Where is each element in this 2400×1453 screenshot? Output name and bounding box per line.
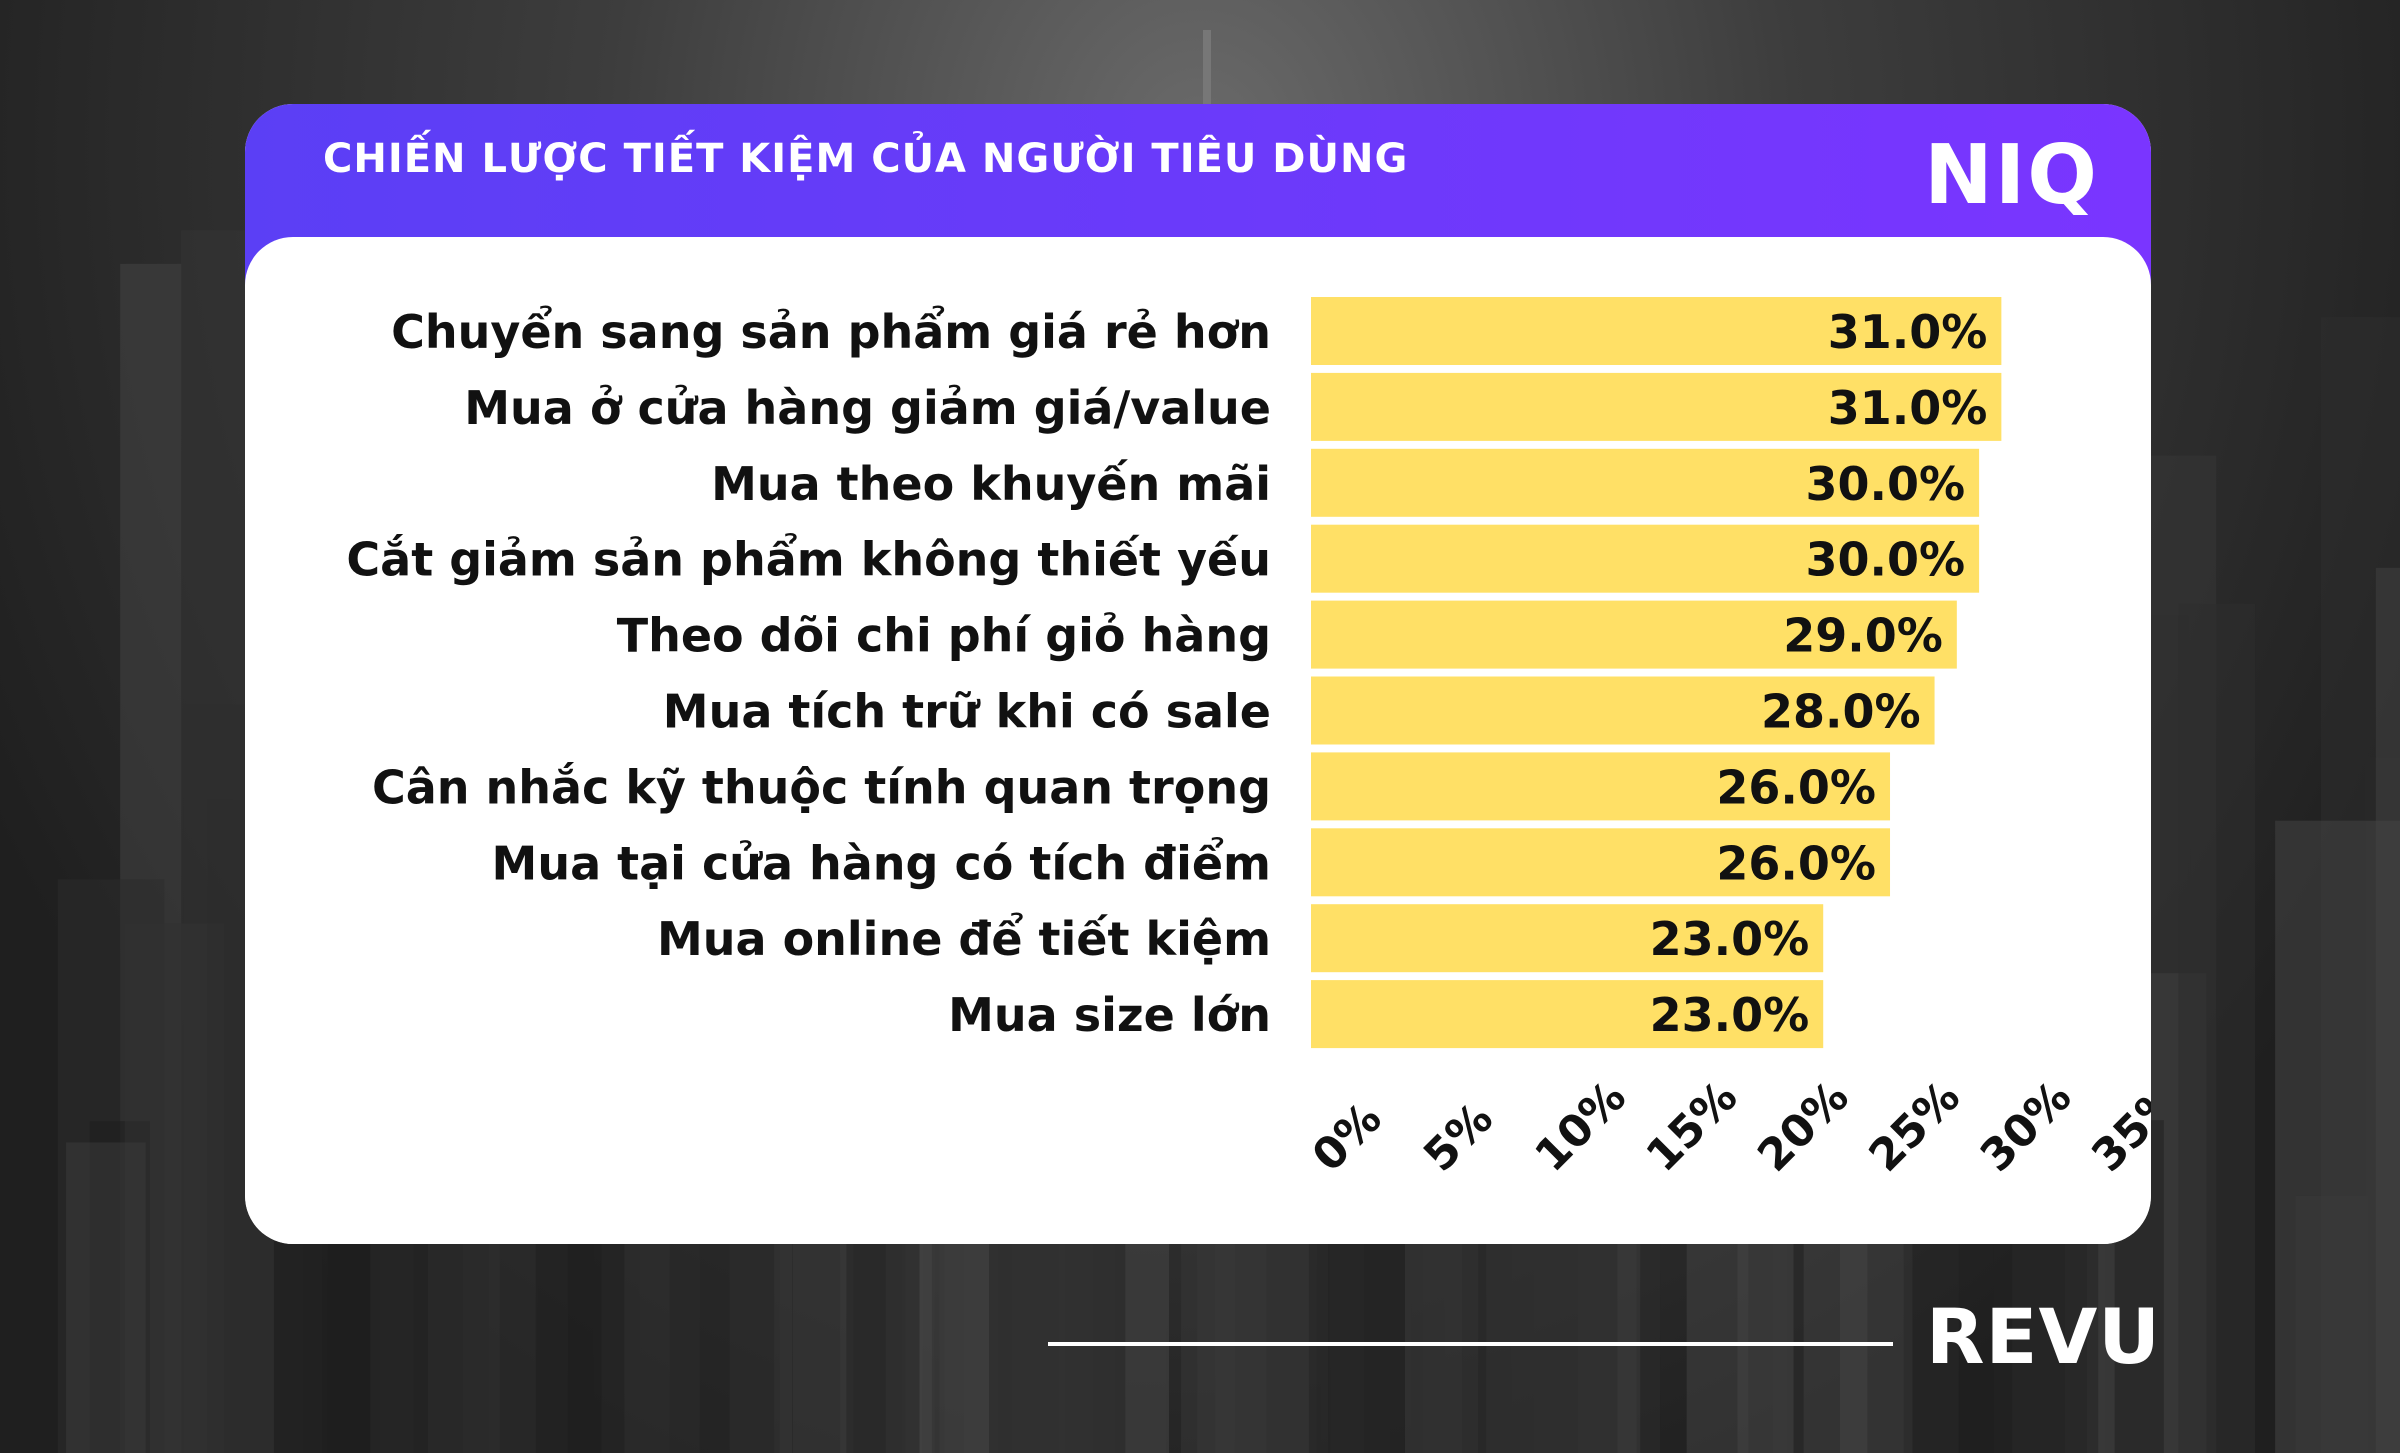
skyline-building bbox=[2275, 820, 2400, 1453]
skyline-spire bbox=[1203, 30, 1211, 110]
x-tick-label: 20% bbox=[1748, 1071, 1859, 1182]
data-label: 28.0% bbox=[1761, 685, 1921, 739]
x-tick-label: 30% bbox=[1971, 1071, 2082, 1182]
bar bbox=[1311, 904, 1824, 973]
data-label: 31.0% bbox=[1828, 381, 1988, 435]
bar bbox=[1311, 600, 1957, 669]
category-label: Cắt giảm sản phẩm không thiết yếu bbox=[346, 533, 1271, 587]
data-label: 23.0% bbox=[1650, 912, 1810, 966]
data-label: 23.0% bbox=[1650, 988, 1810, 1042]
bar-chart: Chuyển sang sản phẩm giá rẻ hơn 31.0% Mua … bbox=[346, 297, 2151, 1182]
category-label: Mua online để tiết kiệm bbox=[657, 912, 1271, 966]
chart-card: CHIẾN LƯỢC TIẾT KIỆM CỦA NGƯỜI TIÊU DÙNG… bbox=[245, 104, 2151, 1244]
bar bbox=[1311, 297, 2002, 365]
x-tick-label: 10% bbox=[1525, 1071, 1636, 1182]
data-label: 30.0% bbox=[1806, 533, 1966, 587]
category-label: Mua theo khuyến mãi bbox=[711, 457, 1271, 511]
revu-logo: REVU bbox=[1926, 1292, 2161, 1381]
category-label: Cân nhắc kỹ thuộc tính quan trọng bbox=[372, 760, 1271, 814]
data-label: 30.0% bbox=[1806, 457, 1966, 511]
bar bbox=[1311, 828, 1891, 897]
x-tick-label: 25% bbox=[1859, 1071, 1970, 1182]
bar bbox=[1311, 676, 1935, 745]
x-tick-label: 15% bbox=[1637, 1071, 1748, 1182]
data-label: 29.0% bbox=[1783, 609, 1943, 663]
category-label: Mua tích trữ khi có sale bbox=[663, 685, 1271, 739]
data-label: 31.0% bbox=[1828, 305, 1988, 359]
x-tick-label: 35% bbox=[2082, 1071, 2151, 1182]
niq-logo: NIQ bbox=[1924, 128, 2099, 223]
bar bbox=[1311, 524, 1980, 593]
skyline-building bbox=[66, 1142, 146, 1453]
chart-title: CHIẾN LƯỢC TIẾT KIỆM CỦA NGƯỜI TIÊU DÙNG bbox=[323, 136, 1409, 182]
data-label: 26.0% bbox=[1716, 760, 1876, 814]
x-tick-label: 5% bbox=[1414, 1093, 1503, 1182]
category-label: Mua ở cửa hàng giảm giá/value bbox=[464, 381, 1271, 435]
category-label: Mua tại cửa hàng có tích điểm bbox=[492, 836, 1271, 890]
footer-divider bbox=[1048, 1342, 1893, 1346]
skyline-building bbox=[2178, 603, 2256, 1453]
bar bbox=[1311, 372, 2002, 441]
category-label: Mua size lớn bbox=[948, 988, 1271, 1042]
bar bbox=[1311, 980, 1824, 1049]
data-label: 26.0% bbox=[1716, 836, 1876, 890]
bar bbox=[1311, 752, 1891, 821]
bar bbox=[1311, 448, 1980, 517]
x-tick-label: 0% bbox=[1303, 1093, 1392, 1182]
category-label: Chuyển sang sản phẩm giá rẻ hơn bbox=[391, 305, 1271, 359]
category-label: Theo dõi chi phí giỏ hàng bbox=[617, 609, 1271, 663]
